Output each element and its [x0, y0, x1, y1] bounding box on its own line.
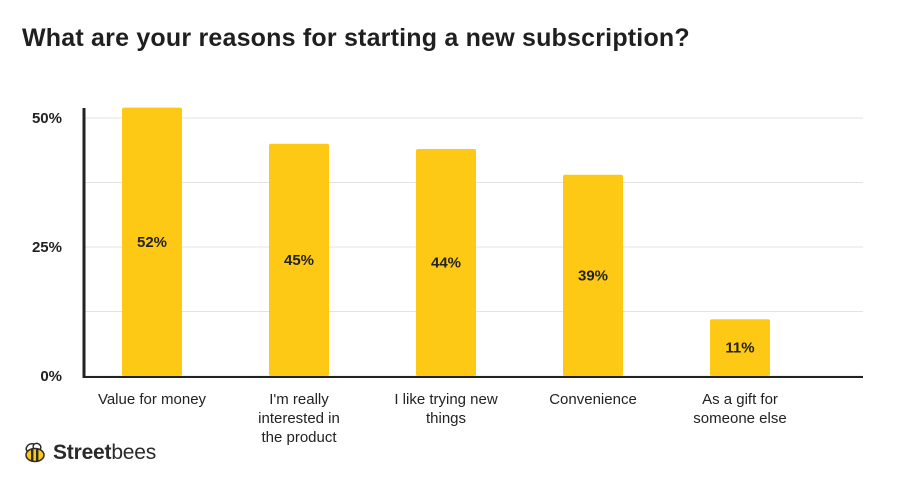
chart-title: What are your reasons for starting a new…	[22, 24, 690, 52]
bar-value-label: 39%	[578, 267, 608, 284]
x-tick-label: Convenience	[549, 391, 637, 408]
bar-value-label: 52%	[137, 234, 167, 251]
bar-value-label: 44%	[431, 254, 461, 271]
x-tick-label: As a gift for someone else	[693, 391, 787, 427]
y-tick-label: 0%	[40, 368, 62, 385]
bar	[416, 148, 476, 376]
brand-logo: Streetbees	[22, 441, 156, 465]
bee-icon	[25, 442, 45, 463]
x-tick-label: I'm really interested in the product	[258, 391, 340, 446]
brand-name: Streetbees	[53, 441, 157, 464]
bar	[269, 143, 329, 376]
bar	[563, 174, 623, 376]
bar	[122, 107, 182, 377]
bar-value-label: 45%	[284, 252, 314, 269]
y-tick-label: 25%	[32, 239, 62, 256]
y-tick-label: 50%	[32, 110, 62, 127]
bar	[710, 319, 770, 376]
x-tick-label: I like trying new things	[394, 391, 498, 427]
x-tick-label: Value for money	[97, 391, 207, 408]
bar-value-label: 11%	[725, 340, 754, 357]
